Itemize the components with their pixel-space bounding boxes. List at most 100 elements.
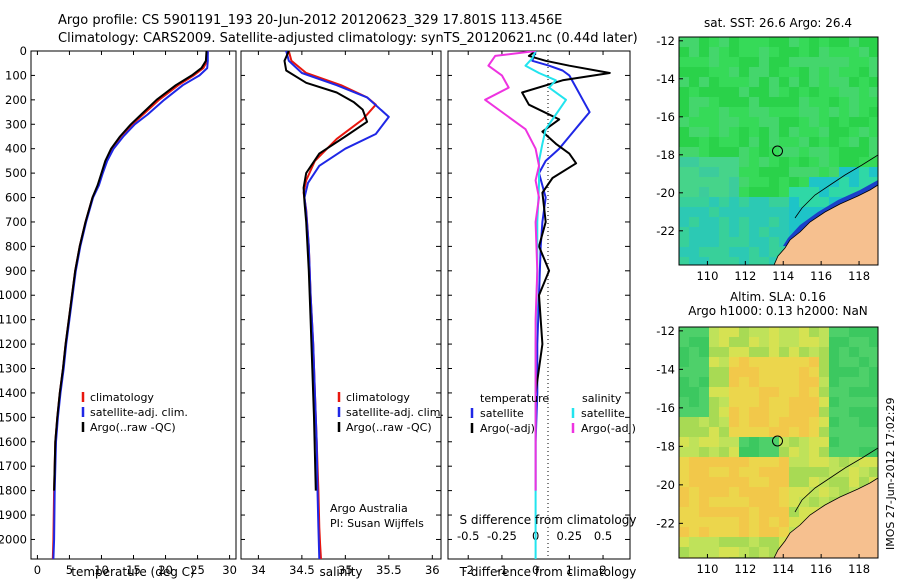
sst-cell [869, 77, 878, 87]
sst-cell [849, 47, 859, 57]
sla-cell [849, 447, 859, 457]
sla-cell [849, 407, 859, 417]
sla-cell [819, 427, 829, 437]
s-difference-xlabel: S difference from climatology [460, 513, 637, 527]
sst-cell [679, 147, 689, 157]
sst-cell [769, 217, 779, 227]
sst-cell [689, 37, 699, 47]
sst-cell [759, 207, 769, 217]
sla-cell [809, 487, 819, 497]
sla-cell [689, 407, 699, 417]
sla-cell [719, 427, 729, 437]
sla-cell [679, 527, 689, 537]
sla-cell [749, 487, 759, 497]
sst-cell [689, 217, 699, 227]
sla-cell [789, 347, 799, 357]
sst-cell [839, 77, 849, 87]
sst-cell [699, 247, 709, 257]
sst-cell [699, 167, 709, 177]
sla-cell [789, 457, 799, 467]
sst-cell [799, 217, 809, 227]
x-tick-label: 34.5 [289, 563, 315, 577]
sst-cell [749, 127, 759, 137]
sst-cell [709, 247, 719, 257]
sst-cell [759, 197, 769, 207]
sst-cell [719, 107, 729, 117]
sla-cell [769, 497, 779, 507]
sst-cell [689, 167, 699, 177]
sla-cell [809, 327, 819, 337]
sst-cell [719, 67, 729, 77]
sla-cell [859, 477, 869, 487]
sla-cell [759, 397, 769, 407]
sst-cell [819, 87, 829, 97]
salinity-x-axis: 34 34.5 35 35.5 36 [251, 51, 440, 577]
sst-cell [689, 157, 699, 167]
sla-map-axes: 110 112 114 116 118 -12 -14 -16 -18 -20 -22 [656, 324, 870, 576]
sst-cell [769, 197, 779, 207]
sst-cell [719, 227, 729, 237]
sla-cell [759, 337, 769, 347]
sla-cell [699, 467, 709, 477]
sst-cell [689, 47, 699, 57]
sla-cell [779, 397, 789, 407]
sla-cell [819, 397, 829, 407]
sla-cell [709, 477, 719, 487]
lon-tick-label: 116 [810, 562, 832, 576]
sla-cell [739, 517, 749, 527]
sst-cell [769, 127, 779, 137]
legend-label: Argo(-adj) [581, 422, 636, 435]
sla-cell [739, 337, 749, 347]
sst-cell [759, 187, 769, 197]
sla-cell [769, 417, 779, 427]
sst-cell [719, 97, 729, 107]
sla-cell [849, 337, 859, 347]
sst-cell [789, 127, 799, 137]
sst-cell [789, 87, 799, 97]
sla-cell [689, 457, 699, 467]
sla-cell [769, 547, 779, 557]
sst-cell [709, 257, 719, 265]
sst-cell [679, 97, 689, 107]
sla-cell [679, 417, 689, 427]
sst-cell [729, 147, 739, 157]
sla-cell [689, 397, 699, 407]
sla-cell [749, 447, 759, 457]
sst-cell [849, 187, 859, 197]
sst-cell [749, 37, 759, 47]
sla-cell [709, 487, 719, 497]
sla-cell [759, 457, 769, 467]
sst-cell [689, 77, 699, 87]
sla-cell [769, 537, 779, 547]
sst-cell [719, 247, 729, 257]
sst-cell [809, 87, 819, 97]
sst-cell [839, 167, 849, 177]
lon-tick-label: 114 [772, 269, 794, 283]
sst-cell [699, 207, 709, 217]
depth-tick-label: 1300 [0, 362, 27, 376]
sla-cell [749, 497, 759, 507]
sla-cell [809, 467, 819, 477]
sst-cell [819, 177, 829, 187]
depth-tick-label: 1600 [0, 435, 27, 449]
sst-cell [859, 167, 869, 177]
t-diff-tick-label: -2 [462, 563, 473, 577]
sla-cell [729, 327, 739, 337]
sst-cell [679, 127, 689, 137]
sst-cell [829, 87, 839, 97]
sla-cell [769, 327, 779, 337]
sla-cell [679, 377, 689, 387]
sst-cell [729, 217, 739, 227]
sla-cell [749, 517, 759, 527]
sla-cell [869, 437, 878, 447]
sla-cell [799, 377, 809, 387]
sst-cell [679, 177, 689, 187]
sst-cell [769, 167, 779, 177]
sla-cell [759, 417, 769, 427]
sst-cell [789, 157, 799, 167]
sla-cell [769, 527, 779, 537]
sla-cell [869, 407, 878, 417]
sla-cell [829, 357, 839, 367]
sst-cell [719, 87, 729, 97]
lat-tick-label: -12 [656, 324, 675, 338]
